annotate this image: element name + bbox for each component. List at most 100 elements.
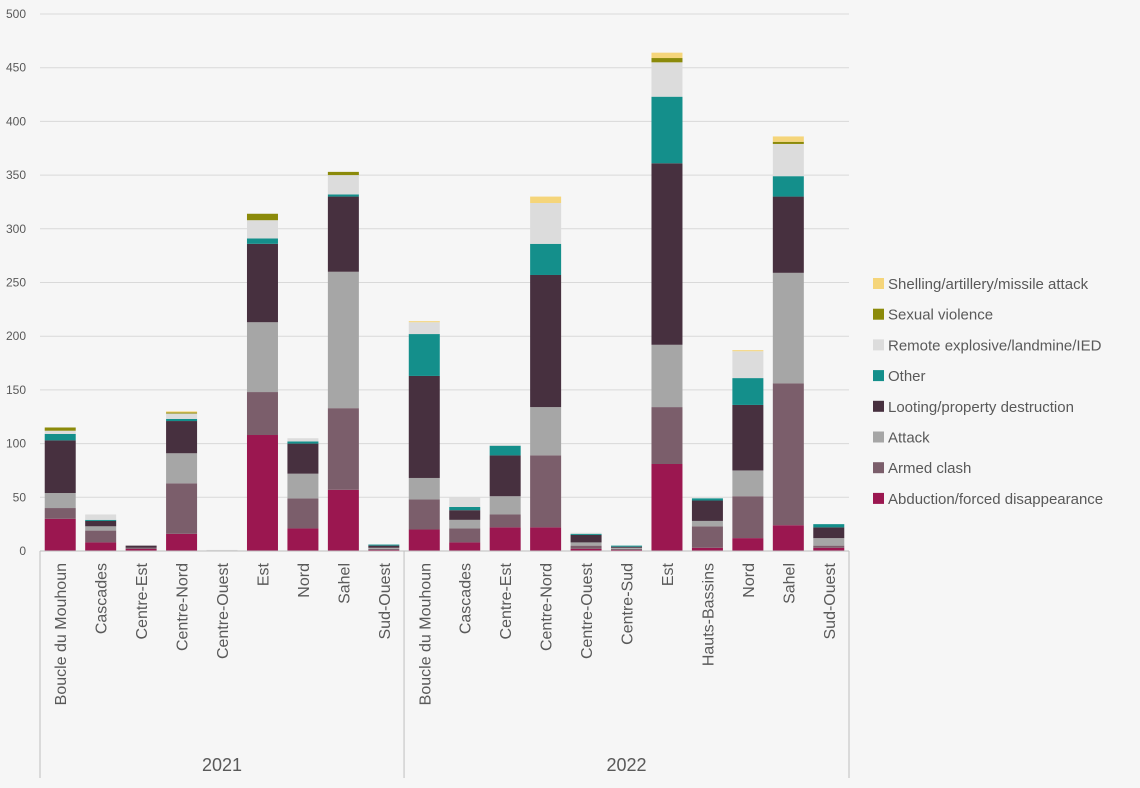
y-tick-label: 500 xyxy=(6,7,26,21)
legend-label: Other xyxy=(888,368,926,385)
legend-swatch xyxy=(873,462,884,474)
bar-segment xyxy=(772,383,804,526)
bar-segment xyxy=(449,519,481,529)
y-tick-label: 50 xyxy=(13,490,27,504)
legend-swatch xyxy=(873,339,884,351)
bar-segment xyxy=(449,506,481,511)
bar-segment xyxy=(368,544,400,546)
bar-segment xyxy=(530,243,562,275)
bar-segment xyxy=(570,534,602,543)
bar-segment xyxy=(732,351,764,379)
bar-segment xyxy=(408,321,440,323)
y-tick-label: 300 xyxy=(6,222,26,236)
bar-segment xyxy=(489,514,521,528)
bar-segment xyxy=(206,549,238,551)
legend-swatch xyxy=(873,400,884,412)
bar-segment xyxy=(570,542,602,546)
x-category-label: Sahel xyxy=(336,563,353,604)
x-category-label: Boucle du Mouhoun xyxy=(53,563,70,705)
x-category-label: Cascades xyxy=(94,563,111,634)
bar-segment xyxy=(408,499,440,530)
x-category-label: Est xyxy=(255,562,272,586)
bar-segment xyxy=(691,526,723,548)
axes: 0 50 100 150 200 250 300 350 400 450 500 Boucle du … xyxy=(6,7,850,778)
bar-segment xyxy=(449,542,481,551)
bar-segment xyxy=(570,545,602,549)
bar-segment xyxy=(246,435,278,551)
bar-segment xyxy=(772,141,804,144)
y-tick-label: 200 xyxy=(6,329,26,343)
x-category-label: Centre-Nord xyxy=(175,563,192,651)
bar-segment xyxy=(327,175,359,195)
legend-swatch xyxy=(873,492,884,504)
bar-segment xyxy=(813,538,845,546)
bar-segment xyxy=(611,545,643,547)
bar-segment xyxy=(327,271,359,409)
x-category-label: Boucle du Mouhoun xyxy=(417,563,434,705)
bar-segment xyxy=(166,421,198,454)
bar-segment xyxy=(44,440,76,494)
legend: Shelling/artillery/missile attack Sexual … xyxy=(873,276,1103,508)
bar-segment xyxy=(651,344,683,408)
bar-segment xyxy=(125,545,157,548)
bar-segment xyxy=(408,477,440,500)
bar-segment xyxy=(368,547,400,549)
bar-segment xyxy=(489,445,521,456)
bar-segment xyxy=(691,547,723,551)
bar-segment xyxy=(732,496,764,539)
bar-segment xyxy=(651,58,683,63)
bar-segment xyxy=(813,547,845,551)
bar-segment xyxy=(691,498,723,501)
bar-segment xyxy=(287,443,319,474)
x-category-label: Centre-Sud xyxy=(620,563,637,645)
bar-segment xyxy=(246,220,278,239)
bar-segment xyxy=(85,530,117,543)
bar-segment xyxy=(530,196,562,204)
bar-segment xyxy=(327,489,359,551)
x-category-label: Centre-Ouest xyxy=(215,562,232,659)
bar-segment xyxy=(813,527,845,539)
legend-label: Armed clash xyxy=(888,460,971,477)
bar-segment xyxy=(125,548,157,551)
y-tick-label: 100 xyxy=(6,437,26,451)
bar-segment xyxy=(246,322,278,393)
bar-segment xyxy=(125,547,157,549)
bar-segment xyxy=(772,272,804,384)
x-category-label: Nord xyxy=(296,563,313,598)
bar-segment xyxy=(489,496,521,515)
bar-segment xyxy=(166,411,198,413)
x-group-label: 2021 xyxy=(202,755,242,775)
bar-segment xyxy=(85,519,117,521)
bar-segment xyxy=(85,520,117,527)
x-category-label: Centre-Est xyxy=(134,562,151,639)
bar-segment xyxy=(489,527,521,551)
bar-segment xyxy=(368,548,400,550)
bar-segment xyxy=(651,62,683,97)
bar-segment xyxy=(813,524,845,528)
bar-segment xyxy=(327,408,359,490)
bar-segment xyxy=(85,514,117,520)
bar-segment xyxy=(489,455,521,497)
bar-segment xyxy=(813,545,845,548)
bar-segment xyxy=(85,526,117,531)
x-group-label: 2022 xyxy=(607,755,647,775)
bar-segment xyxy=(772,176,804,197)
bar-segment xyxy=(246,243,278,323)
bar-segment xyxy=(611,546,643,548)
bar-segment xyxy=(287,438,319,442)
legend-label: Remote explosive/landmine/IED xyxy=(888,337,1102,354)
x-category-label: Centre-Est xyxy=(498,562,515,639)
bar-segment xyxy=(44,518,76,551)
bar-segment xyxy=(530,274,562,408)
bar-segment xyxy=(691,500,723,521)
bar-segment xyxy=(570,532,602,534)
bar-segment xyxy=(691,520,723,527)
bar-segment xyxy=(570,533,602,535)
bar-segment xyxy=(327,171,359,176)
bar-segment xyxy=(408,334,440,376)
legend-swatch xyxy=(873,278,884,289)
bar-segment xyxy=(166,533,198,551)
y-tick-label: 250 xyxy=(6,276,26,290)
bar-segment xyxy=(246,213,278,221)
